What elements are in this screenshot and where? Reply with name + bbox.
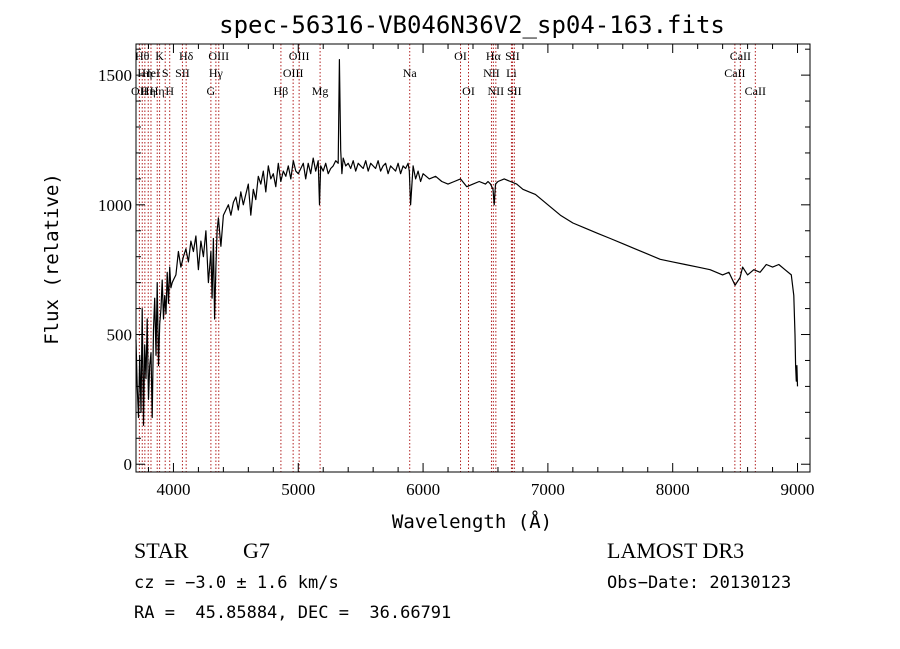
spectral-label-SII: SII [507, 84, 522, 98]
spectral-label-Na: Na [403, 66, 418, 80]
spectral-label-Hη: Hη [150, 84, 165, 98]
spectral-label-OIII: OIII [289, 49, 310, 63]
y-tick-label: 1500 [98, 66, 132, 85]
spectral-label-CaII: CaII [730, 49, 751, 63]
plot-area-frame [135, 43, 811, 473]
y-tick-label: 500 [107, 326, 133, 345]
observation-date: Obs−Date: 20130123 [607, 573, 792, 593]
spectral-label-Hθ: Hθ [135, 49, 150, 63]
spectral-label-Hη: Hη [141, 84, 156, 98]
spectral-label-SII: SII [175, 66, 190, 80]
spectral-label-Hα: Hα [486, 49, 502, 63]
series-line-flux [135, 58, 799, 426]
spectral-label-Li: Li [506, 66, 517, 80]
spectral-label-OIII: OIII [208, 49, 229, 63]
spectral-label-Hγ: Hγ [209, 66, 224, 80]
spectral-line-labels: OIIHθHηHηHeIHηKSHSIIHδGHγOIIIHβOIIIOIIIM… [131, 49, 766, 98]
spectral-label-K: K [155, 49, 164, 63]
spectral-label-OII: OII [131, 84, 148, 98]
x-tick-label: 7000 [531, 480, 565, 499]
spectral-label-OI: OI [454, 49, 467, 63]
spectral-label-CaII: CaII [745, 84, 766, 98]
object-type: STAR [134, 538, 189, 563]
survey-name: LAMOST DR3 [607, 538, 745, 563]
spectral-label-CaII: CaII [724, 66, 745, 80]
chart-title: spec-56316-VB046N36V2_sp04-163.fits [219, 11, 725, 39]
spectral-label-SII: SII [505, 49, 520, 63]
spectral-label-HeI: HeI [142, 66, 160, 80]
spectral-label-Hη: Hη [137, 66, 152, 80]
x-tick-label: 5000 [281, 480, 315, 499]
x-tick-label: 8000 [656, 480, 690, 499]
x-axis-label: Wavelength (Å) [392, 510, 552, 533]
spectral-label-OIII: OIII [283, 66, 304, 80]
redshift-cz: cz = −3.0 ± 1.6 km/s [134, 573, 339, 593]
spectral-label-OI: OI [462, 84, 475, 98]
spectral-label-Mg: Mg [312, 84, 329, 98]
object-subclass: G7 [243, 538, 270, 563]
x-tick-label: 9000 [781, 480, 815, 499]
axis-ticks: 4000 5000 6000 7000 8000 9000 0 500 1000 1500 [98, 44, 815, 499]
spectral-label-NII: NII [488, 84, 505, 98]
coordinates: RA = 45.85884, DEC = 36.66791 [134, 603, 452, 623]
spectral-label-NII: NII [483, 66, 500, 80]
spectral-label-S: S [162, 66, 169, 80]
spectral-label-Hβ: Hβ [274, 84, 289, 98]
spectral-line-markers [138, 44, 756, 472]
spectral-label-G: G [207, 84, 216, 98]
spectral-label-Hδ: Hδ [179, 49, 194, 63]
series-layer [135, 58, 799, 426]
spectral-label-H: H [165, 84, 174, 98]
x-tick-label: 4000 [156, 480, 190, 499]
x-tick-label: 6000 [406, 480, 440, 499]
y-tick-label: 1000 [98, 196, 132, 215]
y-axis-label: Flux (relative) [41, 173, 63, 345]
y-tick-label: 0 [124, 455, 133, 474]
